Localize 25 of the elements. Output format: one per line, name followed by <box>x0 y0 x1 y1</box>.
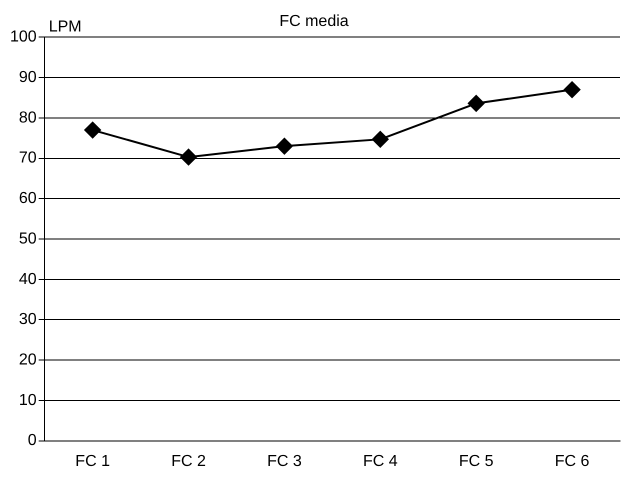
y-axis-title: LPM <box>48 18 82 36</box>
y-tick-label: 70 <box>18 150 37 167</box>
y-tick-label: 10 <box>18 392 37 409</box>
point <box>276 138 293 155</box>
y-tick-label: 0 <box>28 432 37 450</box>
y-tick-label: 90 <box>18 68 37 86</box>
point <box>180 148 198 166</box>
point <box>468 94 485 112</box>
x-tick-label: FC 2 <box>171 452 206 470</box>
x-tick-label: FC 4 <box>362 452 398 470</box>
point <box>372 130 389 148</box>
y-tick-label: 50 <box>18 230 37 248</box>
y-tick-label: 60 <box>18 190 37 208</box>
point <box>564 81 581 98</box>
y-tick-label: 20 <box>18 351 37 368</box>
point <box>84 122 102 139</box>
y-tick-label: 30 <box>18 311 37 328</box>
chart-title: FC media <box>279 13 349 30</box>
y-tick-label: 100 <box>10 28 37 46</box>
y-tick-label: 40 <box>18 270 37 288</box>
x-tick-label: FC 5 <box>458 452 494 470</box>
x-tick-label: FC 3 <box>267 452 302 470</box>
x-tick-label: FC 1 <box>75 452 110 470</box>
x-tick-label: FC 6 <box>554 452 590 470</box>
y-tick-label: 80 <box>18 109 37 126</box>
